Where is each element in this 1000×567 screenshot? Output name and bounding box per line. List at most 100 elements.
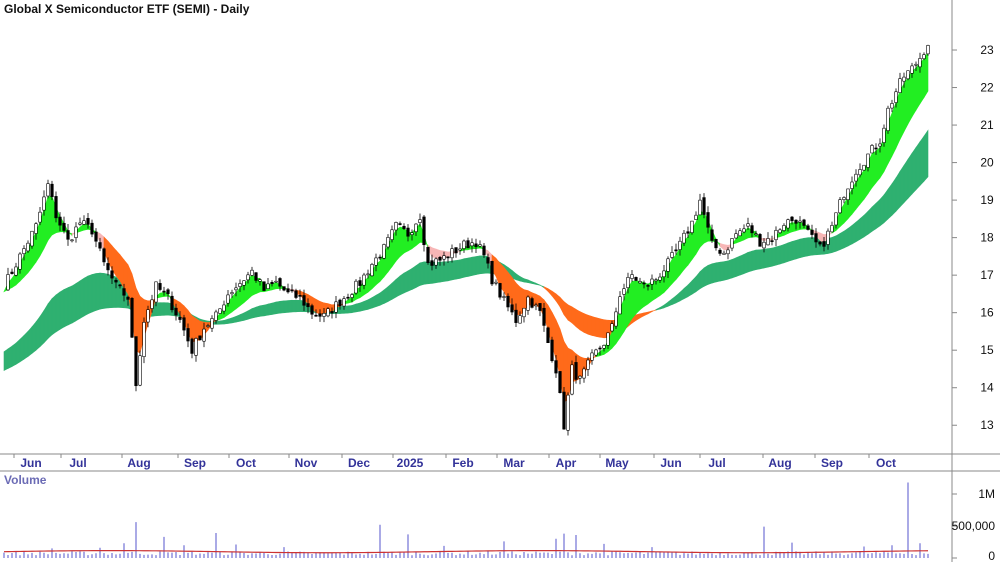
candle-body bbox=[794, 219, 798, 224]
ribbon-segment bbox=[903, 76, 909, 132]
candle-body bbox=[434, 258, 438, 266]
ribbon-segment bbox=[559, 296, 565, 315]
candle-body bbox=[918, 58, 922, 68]
ribbon-segment bbox=[279, 300, 285, 314]
candle-body bbox=[582, 368, 586, 379]
ribbon-segment bbox=[891, 102, 897, 157]
ribbon-segment bbox=[503, 266, 509, 300]
candle-body bbox=[258, 279, 262, 282]
ribbon-segment bbox=[687, 280, 693, 298]
candle-body bbox=[570, 364, 574, 395]
candle-body bbox=[306, 303, 310, 308]
candle-body bbox=[458, 248, 462, 251]
candle-body bbox=[174, 307, 178, 316]
ribbon-segment bbox=[647, 310, 653, 315]
candle-body bbox=[530, 298, 534, 308]
candle-body bbox=[118, 284, 122, 287]
candle-body bbox=[198, 335, 202, 341]
candle-body bbox=[898, 78, 902, 93]
ribbon-segment bbox=[479, 255, 485, 275]
ribbon-segment bbox=[19, 334, 25, 363]
ribbon-segment bbox=[319, 300, 325, 315]
candle-body bbox=[470, 242, 474, 247]
ribbon-segment bbox=[163, 302, 169, 316]
ribbon-segment bbox=[79, 277, 85, 319]
ribbon-segment bbox=[259, 304, 265, 317]
candle-body bbox=[46, 183, 50, 197]
candle-body bbox=[170, 295, 174, 311]
short-term-ribbon bbox=[3, 51, 929, 404]
candle-body bbox=[830, 225, 834, 233]
ribbon-segment bbox=[635, 313, 641, 321]
candle-body bbox=[450, 248, 454, 259]
ribbon-segment bbox=[115, 249, 121, 282]
price-tick-label: 23 bbox=[980, 43, 994, 57]
ribbon-segment bbox=[467, 256, 473, 277]
ribbon-segment bbox=[787, 241, 793, 262]
ribbon-segment bbox=[215, 320, 221, 325]
ribbon-segment bbox=[911, 67, 917, 118]
candle-body bbox=[854, 173, 858, 182]
candle-body bbox=[394, 222, 398, 231]
ribbon-segment bbox=[563, 301, 569, 321]
ribbon-segment bbox=[399, 272, 405, 296]
candle-body bbox=[254, 272, 258, 281]
price-tick-label: 21 bbox=[980, 118, 994, 132]
ribbon-segment bbox=[339, 306, 345, 314]
volume-average-line bbox=[3, 550, 929, 554]
ribbon-segment bbox=[55, 291, 61, 333]
ribbon-segment bbox=[539, 284, 545, 289]
ribbon-segment bbox=[15, 338, 21, 365]
ribbon-segment bbox=[891, 176, 897, 216]
ribbon-segment bbox=[803, 237, 809, 258]
candle-body bbox=[438, 257, 442, 261]
candle-body bbox=[614, 311, 618, 327]
ribbon-segment bbox=[747, 250, 753, 273]
candle-body bbox=[474, 243, 478, 247]
candle-body bbox=[314, 314, 318, 317]
candle-body bbox=[250, 269, 254, 276]
ribbon-segment bbox=[395, 226, 401, 262]
candle-body bbox=[158, 283, 162, 290]
ribbon-segment bbox=[71, 282, 77, 324]
ribbon-segment bbox=[871, 150, 877, 189]
candle-body bbox=[778, 229, 782, 234]
month-labels: Jun Jul Aug Sep Oct Nov Dec 2025 Feb Mar Apr May Jun… bbox=[13, 454, 896, 470]
ribbon-segment bbox=[807, 237, 813, 257]
candle-body bbox=[294, 290, 298, 298]
ribbon-segment bbox=[3, 348, 9, 371]
ribbon-segment bbox=[523, 278, 529, 283]
ribbon-segment bbox=[671, 253, 677, 285]
candle-body bbox=[782, 225, 786, 231]
ribbon-segment bbox=[51, 294, 57, 336]
candle-body bbox=[74, 226, 78, 238]
candle-body bbox=[878, 143, 882, 147]
ribbon-segment bbox=[879, 194, 885, 227]
ribbon-segment bbox=[107, 273, 113, 309]
ribbon-segment bbox=[263, 303, 269, 317]
candle-body bbox=[558, 371, 562, 393]
candle-body bbox=[130, 297, 134, 338]
candle-body bbox=[98, 242, 102, 249]
candle-body bbox=[630, 274, 634, 279]
candle-body bbox=[682, 232, 686, 244]
ribbon-segment bbox=[247, 308, 253, 320]
candle-body bbox=[42, 196, 46, 211]
ribbon-segment bbox=[519, 276, 525, 283]
price-tick-label: 22 bbox=[980, 81, 994, 95]
ribbon-segment bbox=[923, 51, 929, 99]
candle-body bbox=[674, 249, 678, 252]
ribbon-segment bbox=[239, 283, 245, 307]
ribbon-segment bbox=[731, 257, 737, 279]
ribbon-segment bbox=[231, 291, 237, 313]
ribbon-segment bbox=[287, 299, 293, 313]
ribbon-segment bbox=[375, 292, 381, 308]
candle-body bbox=[406, 227, 410, 237]
candle-body bbox=[350, 294, 354, 298]
candle-body bbox=[886, 107, 890, 131]
candle-body bbox=[122, 288, 126, 296]
candle-body bbox=[790, 216, 794, 222]
ribbon-segment bbox=[759, 248, 765, 270]
ribbon-segment bbox=[719, 261, 725, 282]
ribbon-segment bbox=[907, 70, 913, 125]
